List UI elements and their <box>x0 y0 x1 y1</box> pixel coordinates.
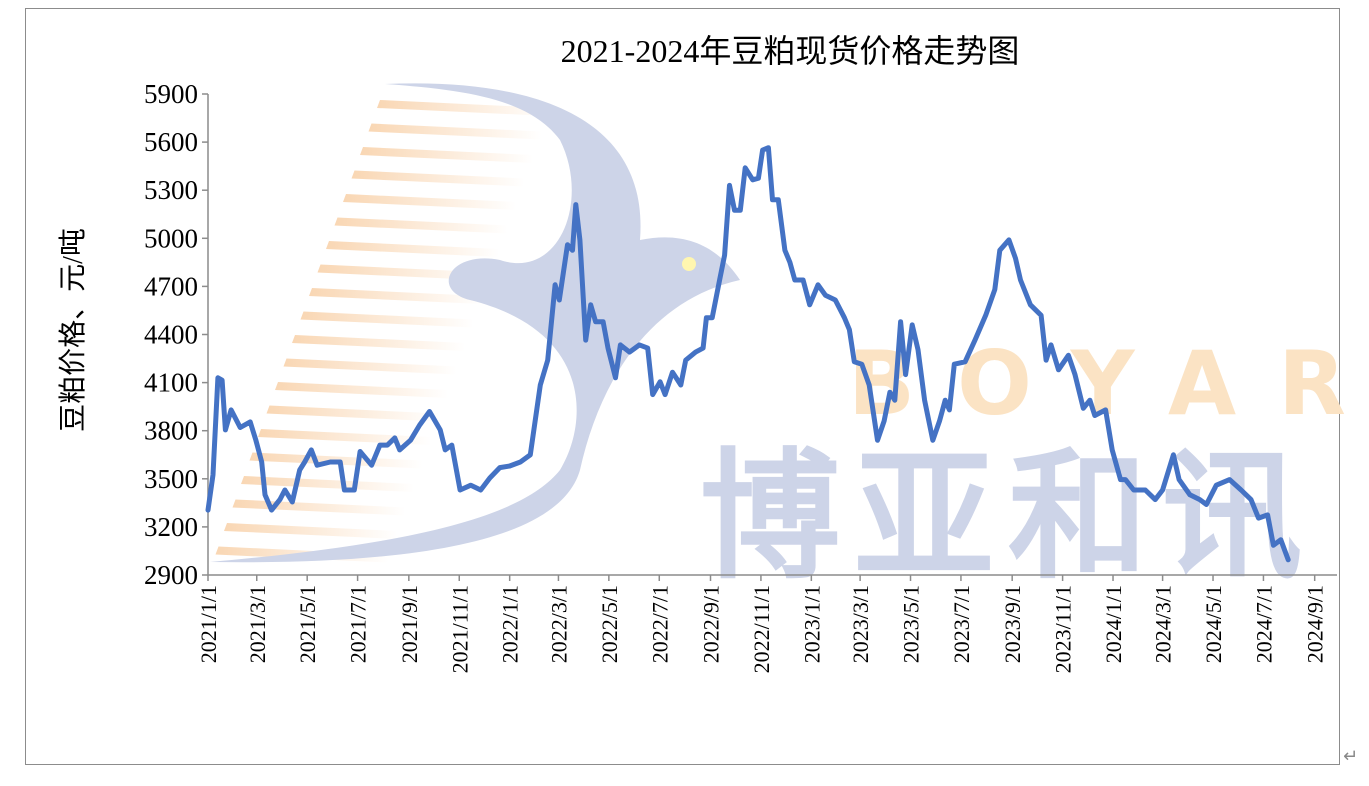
watermark-stripe <box>334 217 508 234</box>
x-tick-label: 2021/7/1 <box>346 585 371 663</box>
x-tick-label: 2021/9/1 <box>397 585 422 663</box>
y-tick-label: 3200 <box>144 512 198 542</box>
y-tick-label: 3500 <box>144 464 198 494</box>
x-tick-label: 2021/5/1 <box>295 585 320 663</box>
watermark-chinese: 博亚和讯 <box>700 436 1316 599</box>
x-tick-label: 2022/7/1 <box>647 585 672 663</box>
y-tick-label: 5900 <box>144 79 198 109</box>
watermark-stripe <box>258 429 431 445</box>
return-mark: ↵ <box>1343 746 1359 767</box>
y-axis-label: 豆粕价格、元/吨 <box>57 228 89 432</box>
x-tick-label: 2023/3/1 <box>848 585 873 663</box>
watermark-stripe <box>224 523 397 539</box>
watermark-stripe <box>351 170 525 187</box>
watermark-swoosh <box>210 83 740 563</box>
watermark-stripe <box>241 476 414 492</box>
watermark-stripe <box>317 264 491 281</box>
y-tick-label: 3800 <box>144 416 198 446</box>
x-axis: 2021/1/1 2021/3/1 2021/5/1 2021/7/1 2021/9/1… <box>196 574 1337 673</box>
series-points <box>207 147 1289 560</box>
chart-title: 2021-2024年豆粕现货价格走势图 <box>561 33 1020 69</box>
x-tick-label: 2024/9/1 <box>1303 585 1328 663</box>
x-tick-label: 2023/5/1 <box>899 585 924 663</box>
watermark-stripe <box>343 194 516 210</box>
x-tick-label: 2024/1/1 <box>1101 585 1126 663</box>
chart-frame <box>25 8 1340 765</box>
x-tick-label: 2022/9/1 <box>699 585 724 663</box>
watermark-bird-eye <box>682 257 696 271</box>
x-tick-label: 2022/11/1 <box>749 585 774 673</box>
x-tick-label: 2022/5/1 <box>597 585 622 663</box>
watermark-stripe <box>232 499 406 516</box>
watermark-stripe <box>326 241 499 257</box>
watermark-stripe <box>283 358 457 375</box>
watermark-stripe <box>292 335 465 351</box>
x-tick-label: 2024/5/1 <box>1201 585 1226 663</box>
x-tick-label: 2024/3/1 <box>1151 585 1176 663</box>
x-tick-label: 2022/1/1 <box>498 585 523 663</box>
y-tick-label: 5600 <box>144 127 198 157</box>
y-axis: 2900 3200 3500 3800 4100 4400 4700 5000 5300 5600… <box>144 79 209 590</box>
x-tick-label: 2024/7/1 <box>1251 585 1276 663</box>
x-tick-label: 2021/3/1 <box>245 585 270 663</box>
y-tick-label: 4400 <box>144 320 198 350</box>
y-tick-label: 4100 <box>144 368 198 398</box>
x-tick-label: 2021/11/1 <box>447 585 472 673</box>
x-tick-label: 2023/11/1 <box>1051 585 1076 673</box>
x-tick-label: 2023/9/1 <box>1000 585 1025 663</box>
y-tick-label: 5300 <box>144 175 198 205</box>
x-tick-label: 2022/3/1 <box>546 585 571 663</box>
watermark-latin: BOYAR <box>848 332 1369 435</box>
y-tick-label: 4700 <box>144 271 198 301</box>
watermark-logo: BOYAR 博亚和讯 <box>210 83 1369 599</box>
watermark-stripe <box>266 405 440 422</box>
watermark-stripe <box>368 123 542 140</box>
watermark-stripe <box>360 147 533 163</box>
x-tick-label: 2023/1/1 <box>799 585 824 663</box>
series-line <box>205 145 1291 563</box>
y-tick-label: 5000 <box>144 223 198 253</box>
watermark-stripe <box>309 288 482 304</box>
watermark-stripe <box>300 311 474 328</box>
y-tick-label: 2900 <box>144 560 198 590</box>
x-tick-label: 2021/1/1 <box>196 585 221 663</box>
watermark-stripe <box>377 100 550 116</box>
watermark-stripe <box>275 382 448 398</box>
x-tick-label: 2023/7/1 <box>949 585 974 663</box>
